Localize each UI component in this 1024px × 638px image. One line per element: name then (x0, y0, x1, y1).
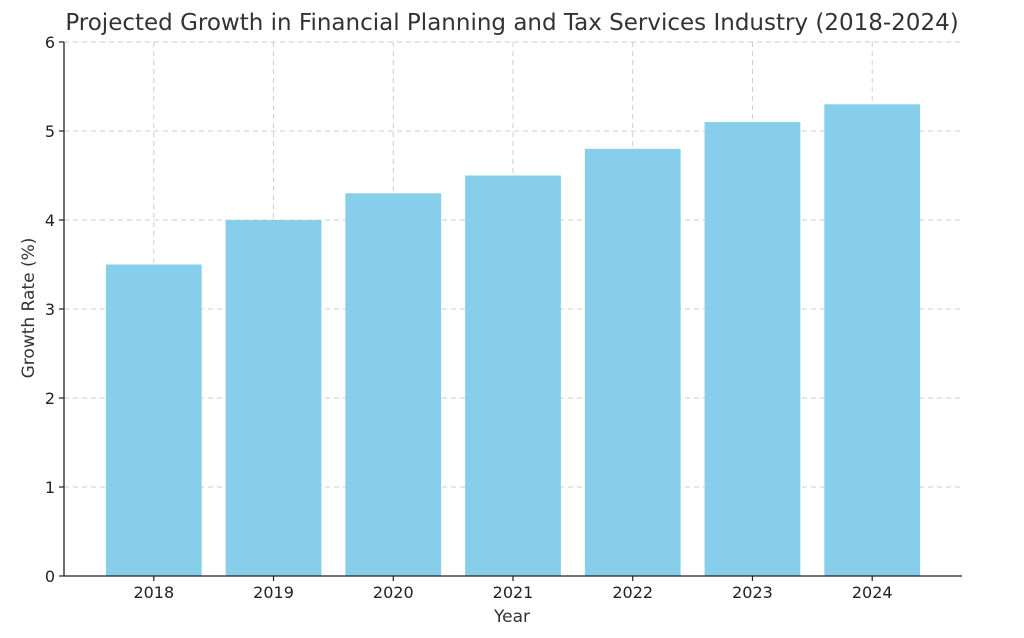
x-ticks: 2018 2019 2020 2021 2022 2023 2024 (133, 576, 893, 602)
x-axis-label: Year (493, 607, 530, 627)
y-tick-label: 5 (45, 122, 55, 141)
y-tick-label: 1 (45, 478, 55, 497)
bar-2018 (105, 264, 202, 576)
bar-2024 (824, 104, 921, 577)
bar-2019 (225, 220, 322, 576)
y-tick-label: 4 (45, 211, 55, 230)
y-axis-label: Growth Rate (%) (19, 238, 39, 379)
x-tick-label: 2018 (133, 583, 174, 602)
y-tick-label: 0 (45, 567, 55, 586)
y-tick-label: 6 (45, 33, 55, 52)
x-tick-label: 2021 (493, 583, 534, 602)
x-tick-label: 2024 (852, 583, 893, 602)
bars (105, 104, 921, 577)
y-tick-label: 3 (45, 300, 55, 319)
y-ticks: 0 1 2 3 4 5 6 (45, 33, 64, 586)
bar-2023 (704, 122, 801, 576)
x-tick-label: 2023 (732, 583, 773, 602)
bar-2020 (345, 193, 442, 577)
y-tick-label: 2 (45, 389, 55, 408)
x-tick-label: 2020 (373, 583, 414, 602)
x-tick-label: 2022 (612, 583, 653, 602)
bar-2021 (465, 175, 561, 576)
chart-title: Projected Growth in Financial Planning a… (65, 10, 958, 36)
bar-2022 (584, 148, 681, 577)
x-tick-label: 2019 (253, 583, 294, 602)
